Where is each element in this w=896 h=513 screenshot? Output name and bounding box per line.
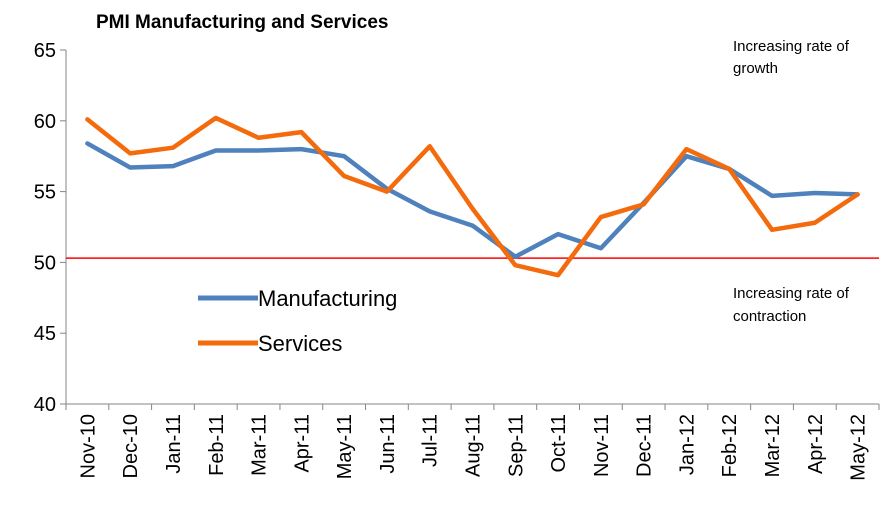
axes — [65, 50, 879, 405]
x-tick-label: Jan-11 — [163, 414, 185, 474]
y-tick-label: 55 — [34, 182, 56, 204]
x-tick-label: Jun-11 — [377, 414, 399, 474]
x-tick-label: Apr-11 — [291, 414, 313, 473]
x-tick-label: Oct-11 — [548, 414, 570, 473]
annotation-contraction-line1: Increasing rate of — [733, 285, 850, 302]
y-axis-ticks: 40 45 50 55 60 65 — [34, 40, 66, 416]
y-tick-label: 45 — [34, 323, 56, 345]
y-tick-label: 65 — [34, 40, 56, 62]
chart-title: PMI Manufacturing and Services — [96, 12, 388, 33]
annotation-growth: Increasing rate of growth — [733, 38, 850, 77]
x-axis-ticks: Nov-10 Dec-10 Jan-11 Feb-11 Mar-11 Apr-11 May-… — [65, 404, 880, 481]
x-tick-label: Feb-12 — [719, 414, 741, 477]
annotation-contraction: Increasing rate of contraction — [733, 285, 850, 325]
y-tick-label: 50 — [34, 252, 56, 274]
x-tick-label: Jul-11 — [420, 414, 442, 467]
legend-label-manufacturing: Manufacturing — [258, 286, 397, 311]
legend-label-services: Services — [258, 331, 342, 356]
annotation-contraction-line2: contraction — [733, 308, 806, 325]
x-tick-label: Mar-12 — [762, 414, 784, 477]
legend: Manufacturing Services — [198, 286, 397, 356]
x-tick-label: Nov-10 — [77, 414, 99, 478]
x-tick-label: Apr-12 — [805, 414, 827, 474]
x-tick-label: Dec-10 — [120, 414, 142, 478]
x-tick-label: Mar-11 — [249, 414, 271, 476]
x-tick-label: Nov-11 — [591, 414, 613, 477]
series-lines — [85, 115, 860, 278]
x-tick-label: May-11 — [334, 414, 356, 479]
x-tick-label: Jan-12 — [676, 414, 698, 475]
x-tick-label: Dec-11 — [634, 414, 656, 477]
x-tick-label: Sep-11 — [505, 414, 527, 477]
annotation-growth-line2: growth — [733, 60, 778, 77]
series-line-manufacturing — [85, 141, 860, 259]
series-line-services — [85, 115, 860, 278]
x-tick-label: Aug-11 — [463, 414, 485, 477]
y-tick-label: 40 — [34, 394, 56, 416]
x-tick-label: May-12 — [848, 414, 870, 481]
annotation-growth-line1: Increasing rate of — [733, 38, 850, 55]
x-tick-label: Feb-11 — [206, 414, 228, 476]
y-tick-label: 60 — [34, 111, 56, 133]
